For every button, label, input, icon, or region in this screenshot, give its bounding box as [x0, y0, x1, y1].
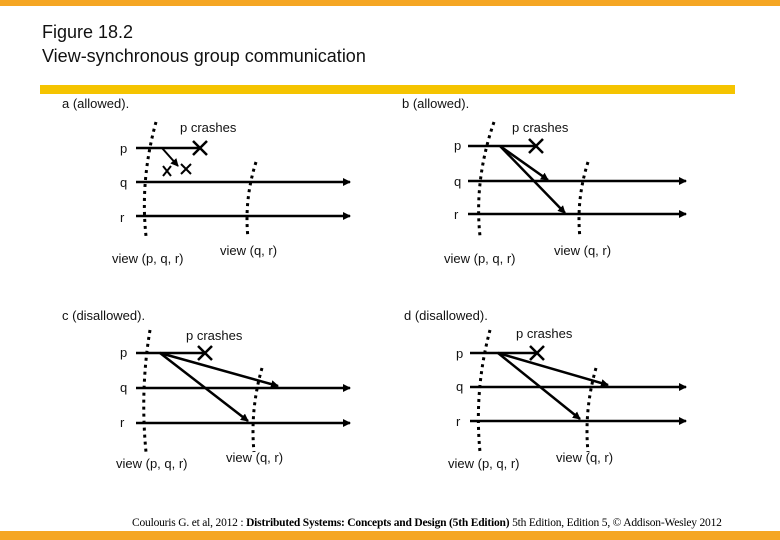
- citation-book-title: Distributed Systems: Concepts and Design…: [246, 517, 510, 529]
- panel-d-label-r: r: [456, 414, 461, 429]
- panel-c-view2-label: view (q, r): [226, 450, 283, 465]
- panel-d-label-p: p: [456, 346, 463, 361]
- panel-b-message-to-q: [499, 144, 549, 182]
- panel-b-label-q: q: [454, 174, 461, 189]
- panel-c-caption: c (disallowed).: [62, 308, 145, 323]
- citation-footer: Coulouris G. et al, 2012 : Distributed S…: [132, 517, 722, 529]
- panel-a-view2-boundary: [245, 161, 258, 239]
- top-accent-bar: [0, 0, 780, 6]
- panel-d-label-q: q: [456, 379, 463, 394]
- citation-prefix: Coulouris G. et al, 2012 :: [132, 517, 247, 529]
- panel-a-view2-label: view (q, r): [220, 243, 277, 258]
- panel-c-crash-label: p crashes: [186, 328, 243, 343]
- panel-d: d (disallowed). p crashes p q r view (p,…: [404, 308, 687, 471]
- panel-b-message-to-r: [499, 145, 566, 214]
- panel-c-label-p: p: [120, 345, 127, 360]
- panel-a-lost-msg-x1: [162, 165, 172, 177]
- panel-c-view1-boundary: [142, 329, 152, 453]
- panel-b-view2-boundary: [577, 161, 590, 239]
- panel-c-view1-label: view (p, q, r): [116, 456, 188, 471]
- panel-a-crash-label: p crashes: [180, 120, 237, 135]
- panel-a-label-q: q: [120, 175, 127, 190]
- panel-c-crash-x: [197, 345, 213, 361]
- panel-a-message-arrow: [161, 147, 179, 167]
- panel-b-view2-label: view (q, r): [554, 243, 611, 258]
- figure-number: Figure 18.2: [42, 22, 134, 42]
- panel-d-view1-boundary: [476, 329, 492, 453]
- panel-a-crash-x: [192, 140, 208, 156]
- panel-b: b (allowed). p crashes p q r view (p, q,…: [402, 96, 687, 266]
- panel-b-view1-label: view (p, q, r): [444, 251, 516, 266]
- panel-c-message-to-q: [159, 351, 279, 388]
- panel-a-label-p: p: [120, 141, 127, 156]
- panel-b-crash-label: p crashes: [512, 120, 569, 135]
- panel-d-caption: d (disallowed).: [404, 308, 488, 323]
- panel-a-caption: a (allowed).: [62, 96, 129, 111]
- panel-c-view2-boundary: [251, 367, 264, 453]
- citation-suffix: 5th Edition, Edition 5, © Addison-Wesley…: [509, 517, 722, 529]
- panel-b-label-p: p: [454, 138, 461, 153]
- panel-d-view2-label: view (q, r): [556, 450, 613, 465]
- panel-d-message-to-r: [497, 352, 581, 420]
- panel-d-crash-x: [529, 345, 545, 361]
- panel-c-message-to-r: [159, 352, 249, 422]
- panel-d-message-to-q: [497, 351, 609, 387]
- panel-c-label-r: r: [120, 415, 125, 430]
- figure-title: View-synchronous group communication: [42, 46, 366, 66]
- panel-a-label-r: r: [120, 210, 125, 225]
- panel-b-crash-x: [528, 138, 544, 154]
- panel-d-crash-label: p crashes: [516, 326, 573, 341]
- panel-a: a (allowed). p crashes p q r view (p, q,…: [62, 96, 351, 266]
- panel-d-view2-boundary: [585, 367, 598, 453]
- panel-b-view1-boundary: [477, 121, 496, 237]
- bottom-accent-bar: [0, 531, 780, 540]
- panel-a-view1-boundary: [142, 121, 158, 237]
- panel-c-label-q: q: [120, 380, 127, 395]
- panel-b-caption: b (allowed).: [402, 96, 469, 111]
- panel-a-view1-label: view (p, q, r): [112, 251, 184, 266]
- panel-b-label-r: r: [454, 207, 459, 222]
- panel-c: c (disallowed). p crashes p q r view (p,…: [62, 308, 351, 471]
- panel-d-view1-label: view (p, q, r): [448, 456, 520, 471]
- title-underline-bar: [40, 85, 735, 94]
- panel-a-lost-msg-x2: [180, 163, 192, 175]
